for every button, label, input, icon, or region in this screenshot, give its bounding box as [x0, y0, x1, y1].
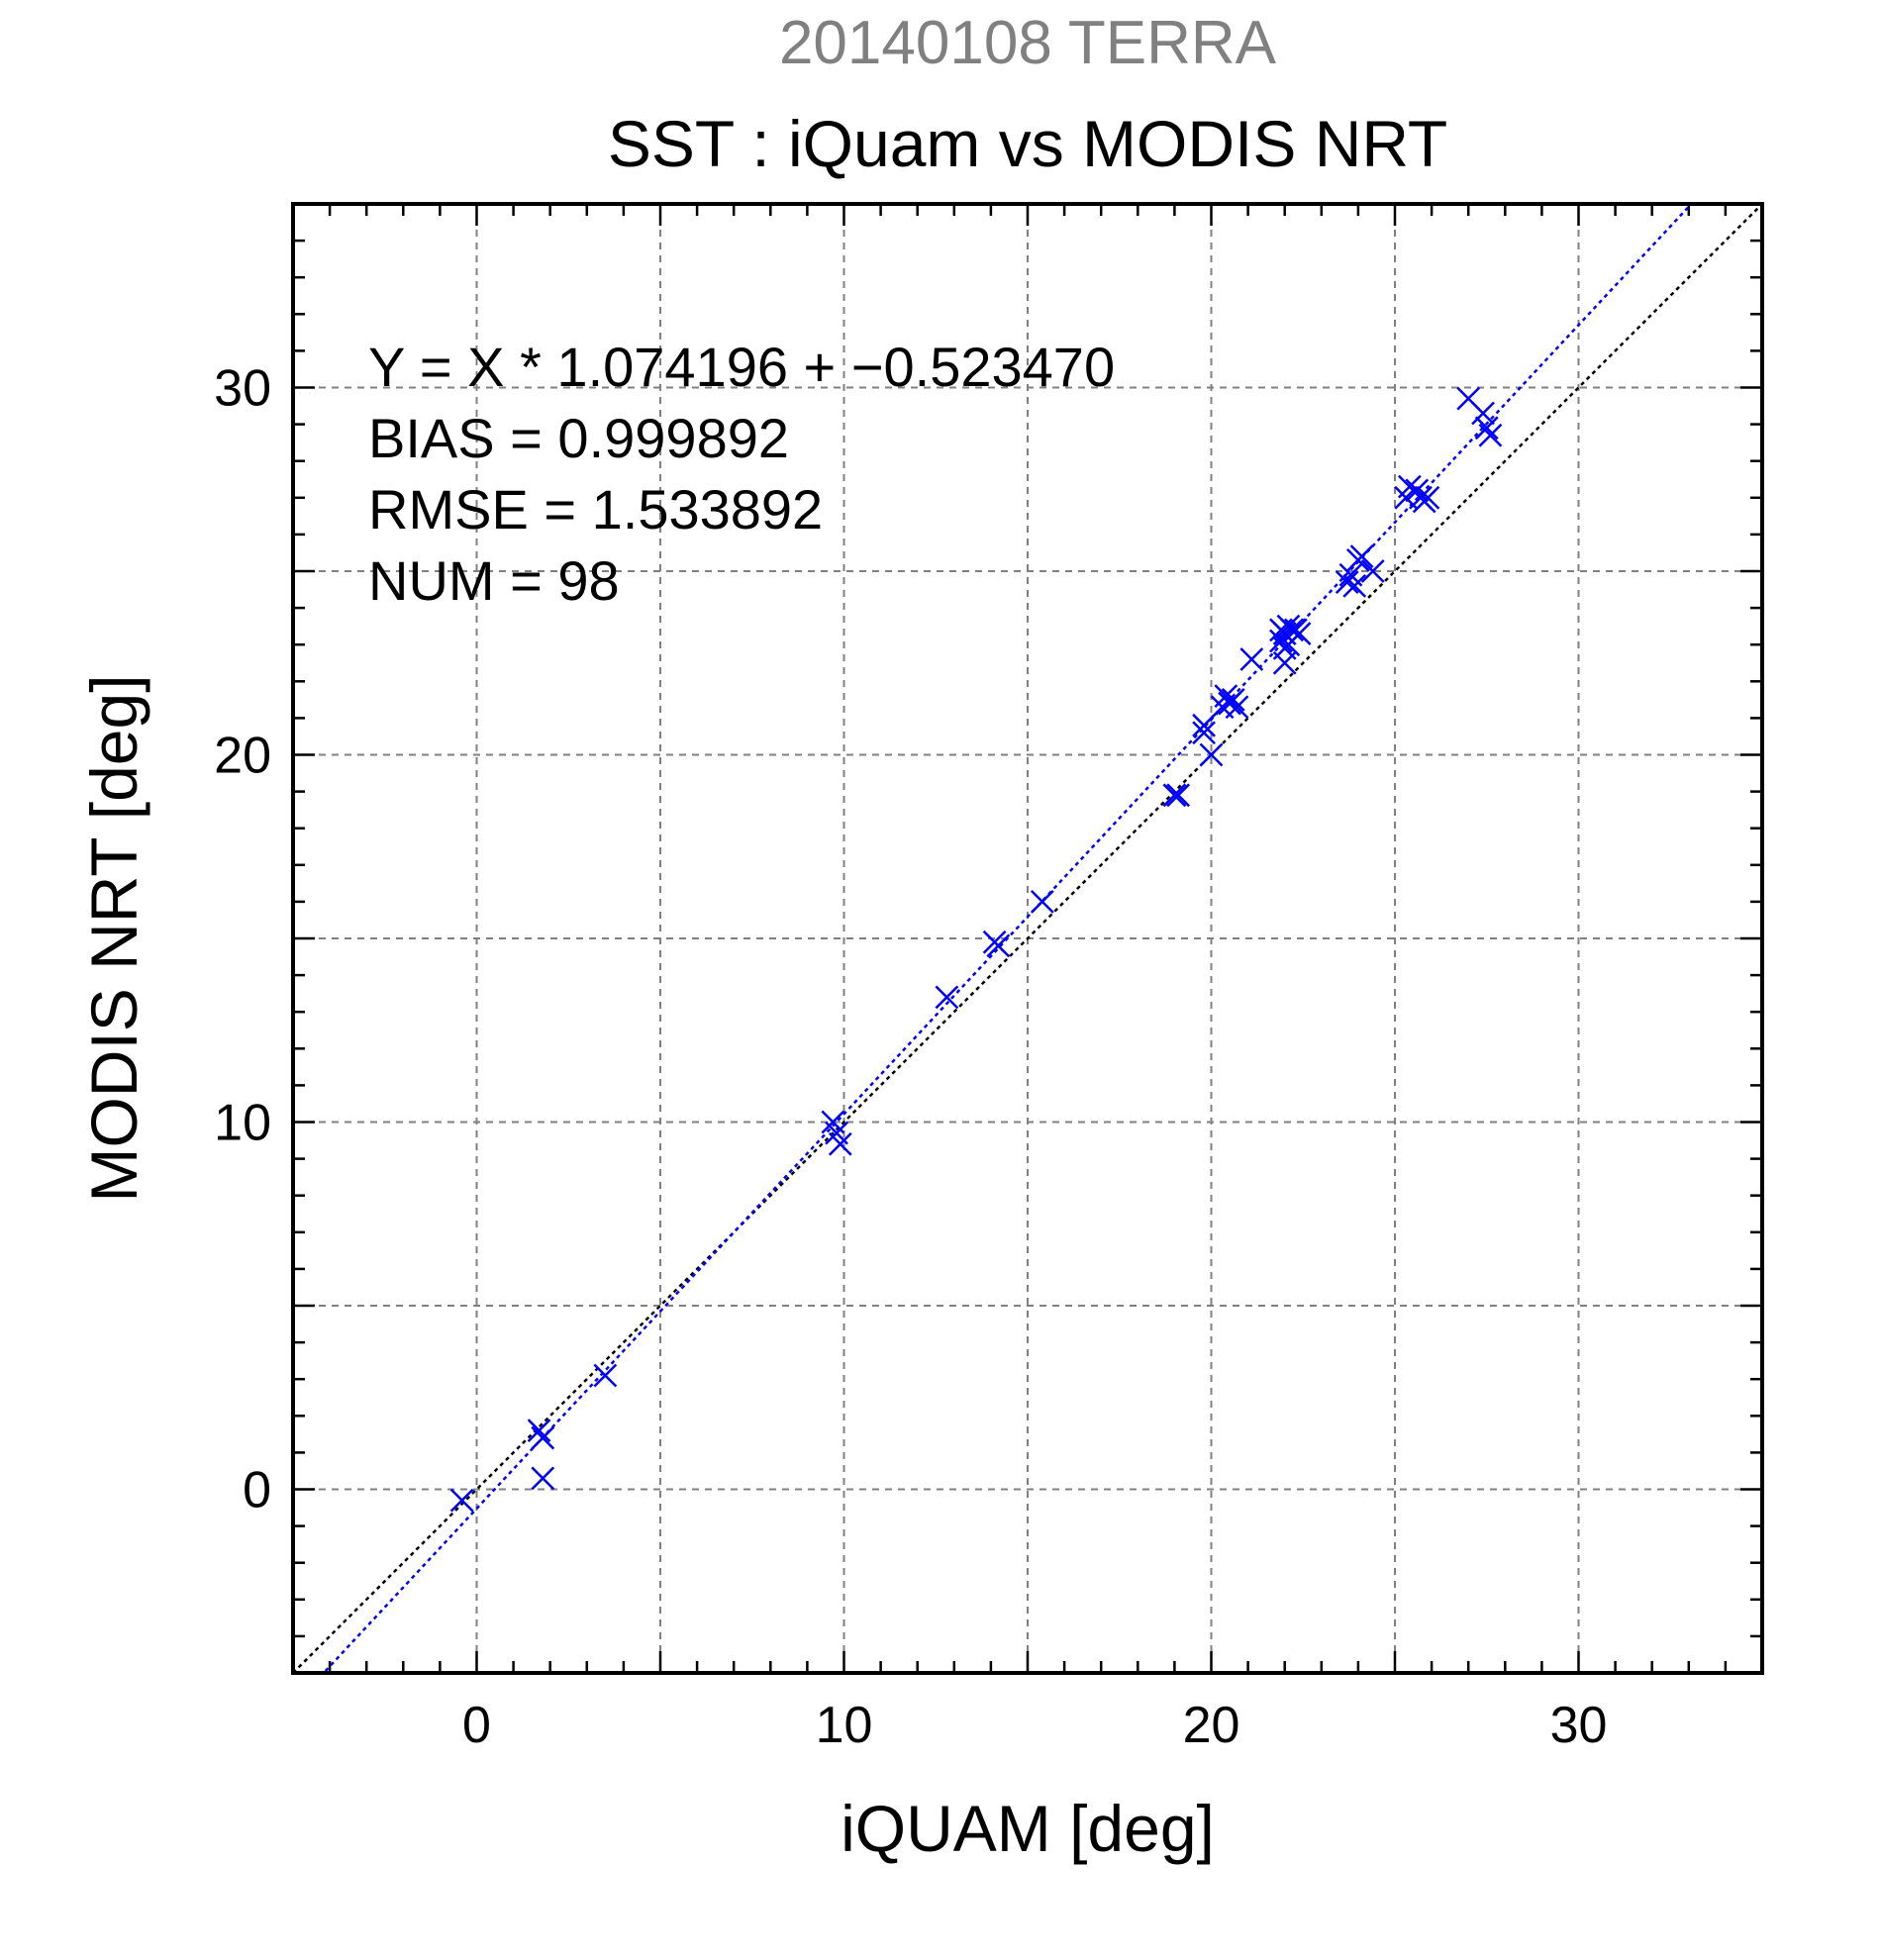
y-tick-label: 0	[243, 1462, 271, 1519]
data-point	[1416, 485, 1440, 510]
data-point	[935, 985, 959, 1010]
data-point	[1280, 618, 1305, 642]
data-point	[1349, 544, 1374, 569]
x-tick-label: 10	[816, 1697, 873, 1754]
data-point	[1287, 622, 1312, 645]
data-point	[593, 1363, 618, 1388]
data-point	[1405, 478, 1430, 503]
data-point	[449, 1488, 474, 1513]
data-point	[1335, 570, 1359, 595]
grid-lines	[293, 204, 1762, 1673]
chart-title: SST : iQuam vs MODIS NRT	[608, 107, 1447, 180]
stats-line: Y = X * 1.074196 + −0.523470	[368, 336, 1115, 398]
x-tick-label: 30	[1550, 1697, 1608, 1754]
tick-labels: 0 10 20 30 0 10 20 30	[214, 360, 1607, 1755]
data-point	[1471, 401, 1495, 426]
stats-line: BIAS = 0.999892	[368, 407, 789, 469]
data-point	[1030, 890, 1054, 914]
data-point	[1272, 650, 1297, 675]
data-point	[1162, 783, 1187, 808]
x-tick-label: 20	[1183, 1697, 1240, 1754]
data-point	[1221, 687, 1245, 712]
data-point	[1360, 559, 1385, 583]
y-tick-label: 20	[214, 728, 271, 785]
data-point	[1342, 573, 1367, 598]
data-point	[1192, 721, 1216, 745]
data-point	[1192, 713, 1216, 737]
data-point	[531, 1425, 555, 1450]
y-axis-label: MODIS NRT [deg]	[77, 674, 150, 1202]
data-point	[828, 1131, 852, 1156]
identity-line	[293, 204, 1762, 1673]
data-point	[986, 933, 1011, 958]
x-tick-label: 0	[462, 1697, 491, 1754]
data-point	[531, 1466, 555, 1491]
y-tick-label: 30	[214, 360, 271, 418]
data-points	[449, 386, 1503, 1513]
plot-frame	[291, 202, 1764, 1675]
data-point	[1199, 742, 1224, 767]
data-point	[1474, 416, 1499, 441]
data-point	[1478, 423, 1503, 447]
stats-line: NUM = 98	[368, 549, 620, 612]
y-tick-label: 10	[214, 1095, 271, 1152]
chart-suptitle: 20140108 TERRA	[779, 9, 1277, 77]
stats-line: RMSE = 1.533892	[368, 478, 823, 540]
x-axis-label: iQUAM [deg]	[841, 1792, 1215, 1865]
data-point	[1166, 783, 1190, 808]
data-point	[1225, 695, 1249, 720]
data-point	[527, 1419, 551, 1443]
data-point	[1239, 647, 1264, 671]
stats-annotation: Y = X * 1.074196 + −0.523470 BIAS = 0.999…	[368, 336, 1115, 612]
